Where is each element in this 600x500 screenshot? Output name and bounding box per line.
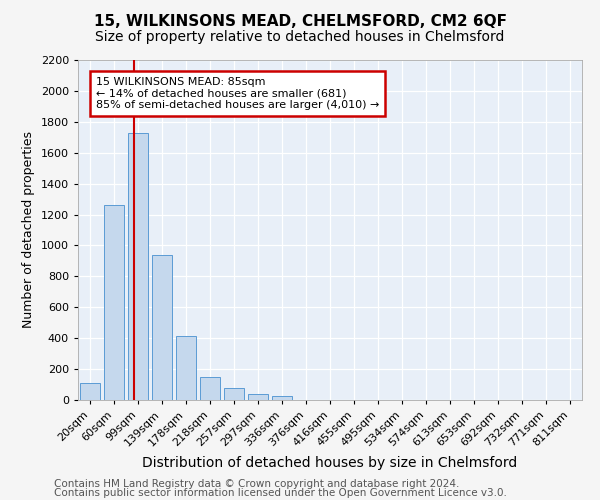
X-axis label: Distribution of detached houses by size in Chelmsford: Distribution of detached houses by size … xyxy=(142,456,518,470)
Bar xyxy=(152,254,172,400)
Text: Size of property relative to detached houses in Chelmsford: Size of property relative to detached ho… xyxy=(95,30,505,44)
Bar xyxy=(176,336,196,400)
Y-axis label: Number of detached properties: Number of detached properties xyxy=(22,132,35,328)
Bar xyxy=(104,206,124,400)
Bar xyxy=(224,388,244,400)
Text: Contains HM Land Registry data © Crown copyright and database right 2024.: Contains HM Land Registry data © Crown c… xyxy=(54,479,460,489)
Text: Contains public sector information licensed under the Open Government Licence v3: Contains public sector information licen… xyxy=(54,488,507,498)
Bar xyxy=(272,396,292,400)
Bar xyxy=(248,394,268,400)
Bar xyxy=(80,383,100,400)
Bar xyxy=(128,132,148,400)
Text: 15 WILKINSONS MEAD: 85sqm
← 14% of detached houses are smaller (681)
85% of semi: 15 WILKINSONS MEAD: 85sqm ← 14% of detac… xyxy=(96,77,379,110)
Bar xyxy=(200,377,220,400)
Text: 15, WILKINSONS MEAD, CHELMSFORD, CM2 6QF: 15, WILKINSONS MEAD, CHELMSFORD, CM2 6QF xyxy=(94,14,506,29)
